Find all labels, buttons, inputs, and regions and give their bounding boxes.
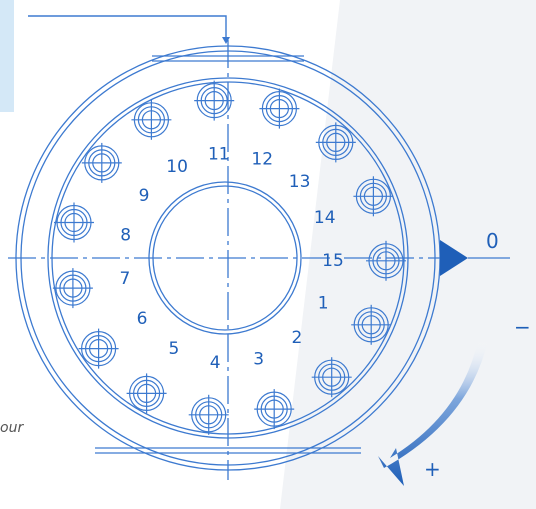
- hole-label: 12: [251, 150, 273, 170]
- bolt-hole-7: [52, 268, 93, 309]
- hole-label: 15: [322, 251, 344, 271]
- zero-label: 0: [486, 229, 499, 253]
- bolt-hole-4: [188, 394, 229, 435]
- partial-caption: our: [0, 420, 24, 436]
- plus-label: +: [424, 457, 441, 481]
- bolt-hole-10: [131, 99, 172, 140]
- hole-label: 6: [137, 309, 148, 329]
- rotation-direction: [378, 340, 488, 486]
- bolt-hole-11: [194, 80, 235, 121]
- hole-label: 9: [139, 186, 150, 206]
- ring-body: [8, 40, 470, 480]
- bolt-hole-6: [78, 328, 119, 369]
- bolt-hole-5: [126, 373, 167, 414]
- hole-label: 4: [210, 353, 221, 373]
- minus-label: −: [514, 315, 531, 339]
- bolt-hole-13: [315, 122, 356, 163]
- info-panel: [0, 0, 14, 112]
- hole-label: 11: [208, 144, 230, 164]
- bolt-hole-1: [351, 304, 392, 345]
- hole-label: 8: [120, 225, 131, 245]
- hole-label: 10: [166, 157, 188, 177]
- bolt-holes: [52, 80, 406, 435]
- bolt-hole-3: [254, 389, 295, 430]
- bolt-hole-2: [311, 357, 352, 398]
- hole-label: 13: [289, 172, 311, 192]
- hole-label: 14: [314, 208, 336, 228]
- bolt-hole-12: [259, 88, 300, 129]
- bolt-hole-9: [81, 142, 122, 183]
- bolt-hole-14: [353, 176, 394, 217]
- bolt-hole-8: [54, 202, 94, 243]
- hole-label: 7: [119, 269, 130, 289]
- bolt-hole-15: [366, 240, 406, 281]
- hole-label: 2: [291, 328, 302, 348]
- pointer-arrow: [28, 15, 230, 44]
- hole-label: 3: [253, 349, 264, 369]
- hole-label: 5: [168, 339, 179, 359]
- zero-reference-marker: [440, 240, 468, 276]
- hole-label: 1: [318, 293, 329, 313]
